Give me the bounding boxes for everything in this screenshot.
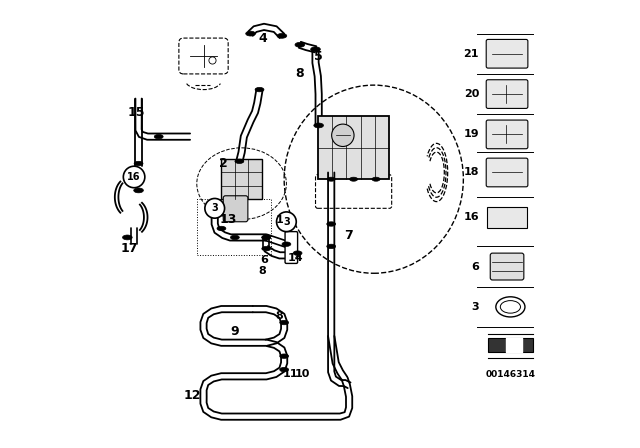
FancyBboxPatch shape <box>316 175 392 208</box>
Ellipse shape <box>134 188 143 193</box>
FancyBboxPatch shape <box>488 338 532 352</box>
Ellipse shape <box>255 87 264 92</box>
Ellipse shape <box>295 43 305 47</box>
Ellipse shape <box>327 222 335 226</box>
Ellipse shape <box>122 235 132 240</box>
Ellipse shape <box>230 235 239 240</box>
Ellipse shape <box>314 123 323 128</box>
Text: 8: 8 <box>296 67 304 81</box>
Text: 18: 18 <box>463 168 479 177</box>
Ellipse shape <box>154 134 163 139</box>
Circle shape <box>205 198 225 218</box>
Text: 3: 3 <box>211 203 218 213</box>
Ellipse shape <box>246 31 255 36</box>
Ellipse shape <box>282 242 291 246</box>
FancyBboxPatch shape <box>486 158 528 187</box>
FancyBboxPatch shape <box>486 80 528 108</box>
Text: 17: 17 <box>121 242 138 255</box>
Ellipse shape <box>235 159 244 164</box>
Text: 2: 2 <box>220 157 228 170</box>
Ellipse shape <box>293 251 302 255</box>
Ellipse shape <box>262 235 271 240</box>
Ellipse shape <box>500 301 520 313</box>
Text: 13: 13 <box>220 213 237 226</box>
Text: 10: 10 <box>294 369 310 379</box>
Text: 15: 15 <box>127 105 145 119</box>
FancyBboxPatch shape <box>486 120 528 149</box>
Ellipse shape <box>372 177 380 181</box>
FancyBboxPatch shape <box>221 159 262 199</box>
Text: 9: 9 <box>230 325 239 338</box>
Text: 3: 3 <box>283 217 290 227</box>
Ellipse shape <box>349 177 358 181</box>
FancyBboxPatch shape <box>487 207 527 228</box>
Text: 16: 16 <box>463 212 479 222</box>
Text: 11: 11 <box>283 369 299 379</box>
Ellipse shape <box>134 161 143 166</box>
FancyBboxPatch shape <box>223 196 248 222</box>
Text: 6: 6 <box>471 262 479 271</box>
Text: 14: 14 <box>287 253 303 263</box>
Circle shape <box>332 124 354 146</box>
FancyBboxPatch shape <box>285 232 298 263</box>
Text: 00146314: 00146314 <box>485 370 536 379</box>
Text: 3: 3 <box>472 302 479 312</box>
Circle shape <box>124 166 145 188</box>
Ellipse shape <box>217 226 226 231</box>
FancyBboxPatch shape <box>490 253 524 280</box>
Text: 19: 19 <box>463 129 479 139</box>
Text: 7: 7 <box>344 228 353 242</box>
Ellipse shape <box>327 177 335 181</box>
FancyBboxPatch shape <box>179 38 228 74</box>
Text: 6: 6 <box>260 255 268 265</box>
Ellipse shape <box>277 34 287 38</box>
Text: 12: 12 <box>184 388 201 402</box>
Text: 8: 8 <box>258 266 266 276</box>
Ellipse shape <box>280 320 289 325</box>
Ellipse shape <box>262 246 271 251</box>
Text: 16: 16 <box>127 172 141 182</box>
Text: 21: 21 <box>463 49 479 59</box>
Text: 1: 1 <box>276 215 284 224</box>
Text: 20: 20 <box>463 89 479 99</box>
FancyBboxPatch shape <box>486 39 528 68</box>
Ellipse shape <box>310 47 321 52</box>
Text: 5: 5 <box>314 49 323 63</box>
Ellipse shape <box>280 367 289 372</box>
Circle shape <box>276 212 296 232</box>
Text: 8: 8 <box>276 311 284 321</box>
Ellipse shape <box>280 354 289 358</box>
Ellipse shape <box>496 297 525 317</box>
Ellipse shape <box>262 235 271 240</box>
Text: 4: 4 <box>259 31 267 45</box>
FancyBboxPatch shape <box>317 116 389 179</box>
Ellipse shape <box>327 244 335 249</box>
